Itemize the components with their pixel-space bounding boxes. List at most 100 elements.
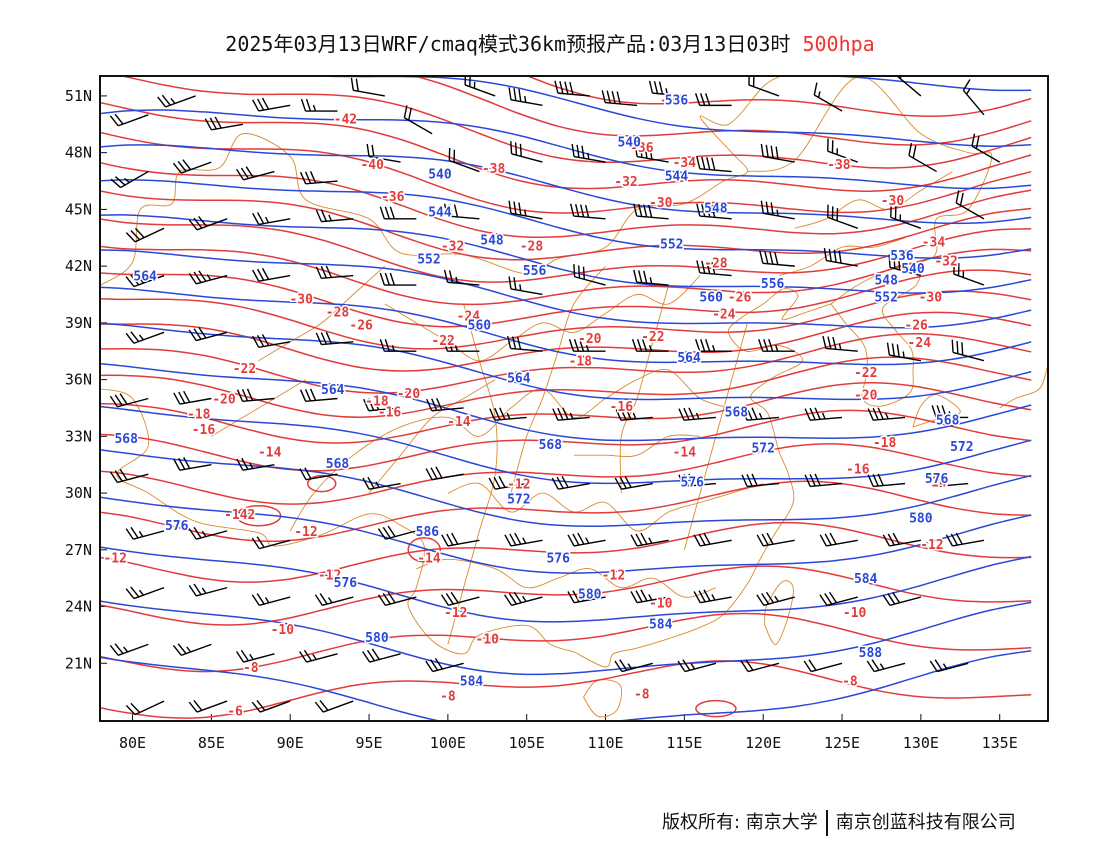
lon-tick-label: 85E	[198, 734, 225, 752]
wind-barb	[631, 338, 669, 352]
contour-label: 580	[578, 587, 602, 602]
wind-barb	[315, 209, 354, 223]
wind-barb	[890, 204, 922, 229]
temperature-isotherm	[101, 443, 1032, 505]
wind-barb	[300, 98, 338, 112]
wind-barb	[362, 648, 401, 663]
wind-barb	[748, 77, 780, 97]
wind-barb	[696, 156, 732, 173]
title-level: 500hpa	[802, 32, 875, 56]
wind-barb	[426, 397, 464, 412]
copyright: 版权所有: 南京大学 南京创蓝科技有限公司	[662, 808, 1016, 836]
contour-label: -12	[920, 538, 943, 553]
boundary-line	[101, 77, 780, 286]
wind-barb	[740, 659, 780, 673]
wind-barb	[299, 467, 338, 481]
wind-barb	[867, 407, 906, 421]
wind-barb	[741, 407, 780, 421]
contour-label: 584	[649, 618, 673, 633]
wind-barb	[614, 475, 653, 490]
wind-barb	[756, 532, 795, 547]
contour-label: -40	[360, 158, 384, 173]
lon-tick-label: 110E	[587, 734, 623, 752]
wind-barb	[630, 589, 669, 604]
contour-label: 536	[890, 249, 914, 264]
contour-label: -32	[614, 175, 637, 190]
contour-label: -10	[649, 597, 673, 612]
contour-label: 580	[365, 631, 389, 646]
wind-barb	[615, 407, 653, 421]
wind-barb	[882, 532, 921, 547]
lat-tick-label: 30N	[65, 484, 92, 502]
contour-label: 572	[507, 493, 530, 508]
contour-label: 580	[909, 512, 933, 527]
boundary-line	[747, 77, 993, 305]
contour-label: -8	[440, 689, 456, 704]
contour-label: -14	[447, 415, 471, 430]
temperature-isotherm	[101, 521, 1032, 583]
wind-barb	[204, 116, 244, 131]
contour-label: 588	[859, 646, 883, 661]
wind-barb	[570, 203, 606, 220]
contour-label: -22	[431, 334, 454, 349]
wind-barb	[425, 658, 464, 673]
title-main: 2025年03月13日WRF/cmaq模式36km预报产品:03月13日03时	[225, 32, 791, 56]
boundary-line	[619, 284, 670, 494]
wind-barb	[377, 591, 417, 607]
wind-barb	[299, 649, 338, 663]
wind-barb	[464, 77, 496, 97]
wind-barb	[442, 338, 480, 352]
contour-label: -14	[417, 551, 441, 566]
wind-barb	[110, 170, 149, 189]
wind-barb	[696, 203, 732, 220]
lat-tick-label: 27N	[65, 541, 92, 559]
wind-barb	[188, 699, 228, 713]
temperature-isotherm	[101, 311, 1032, 372]
wind-barb	[804, 473, 843, 488]
lat-tick-label: 48N	[65, 144, 92, 162]
wind-barb	[756, 591, 795, 607]
wind-barb	[188, 216, 228, 231]
temperature-isotherm	[695, 699, 737, 718]
lon-tick-label: 130E	[903, 734, 939, 752]
contour-label: -20	[578, 332, 602, 347]
wind-barb	[489, 407, 527, 421]
geopotential-height-contours	[101, 77, 1032, 720]
wind-barb	[488, 475, 527, 490]
contour-label: 586	[416, 525, 440, 540]
wind-barb	[568, 338, 606, 352]
contour-label: 552	[417, 253, 440, 268]
contour-label: -26	[349, 319, 373, 334]
wind-barb	[236, 457, 275, 471]
wind-barb	[125, 700, 165, 716]
axis-ticks: 80E 85E 90E 95E 100E 105E 110E 115E 120E 125E 130E…	[65, 87, 1018, 752]
wind-barb	[931, 405, 969, 419]
contour-label: -20	[854, 389, 878, 404]
wind-barb	[803, 659, 843, 673]
contour-label: 568	[936, 413, 960, 428]
contour-label: -12	[602, 568, 625, 583]
contour-label: -142	[224, 508, 255, 523]
lon-tick-label: 100E	[430, 734, 466, 752]
footer-divider	[825, 810, 828, 836]
wind-barb	[235, 166, 275, 181]
wind-barb	[759, 250, 795, 267]
wind-barb	[758, 338, 795, 352]
wind-barb	[172, 159, 212, 174]
copyright-owner: 版权所有: 南京大学	[662, 812, 818, 833]
contour-label: -30	[289, 292, 313, 307]
wind-barb	[571, 143, 606, 163]
temperature-isotherm	[101, 131, 1032, 214]
contour-label: 572	[950, 440, 973, 455]
contour-label: -34	[922, 236, 946, 251]
boundary-line	[289, 368, 732, 532]
contour-label: 540	[617, 135, 641, 150]
contour-label: -22	[854, 366, 877, 381]
contour-label: -20	[212, 393, 236, 408]
contour-label: 568	[114, 432, 138, 447]
wind-barb	[760, 200, 795, 220]
height-contour	[101, 649, 1032, 720]
contour-label: 564	[507, 372, 531, 387]
boundary-line	[447, 482, 764, 532]
contour-label: 560	[468, 319, 492, 334]
